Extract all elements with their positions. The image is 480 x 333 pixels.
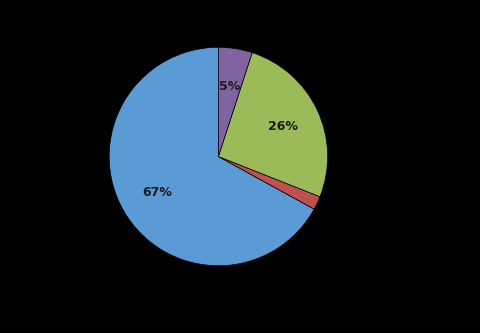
- Legend: Wages & Salaries, Employee Benefits, Operating Expenses, Grants & Subsidies: Wages & Salaries, Employee Benefits, Ope…: [15, 330, 449, 333]
- Text: 26%: 26%: [268, 120, 298, 133]
- Wedge shape: [218, 47, 252, 157]
- Wedge shape: [109, 47, 314, 266]
- Wedge shape: [218, 157, 320, 209]
- Text: 5%: 5%: [219, 80, 240, 93]
- Text: 67%: 67%: [143, 186, 172, 199]
- Wedge shape: [218, 53, 328, 197]
